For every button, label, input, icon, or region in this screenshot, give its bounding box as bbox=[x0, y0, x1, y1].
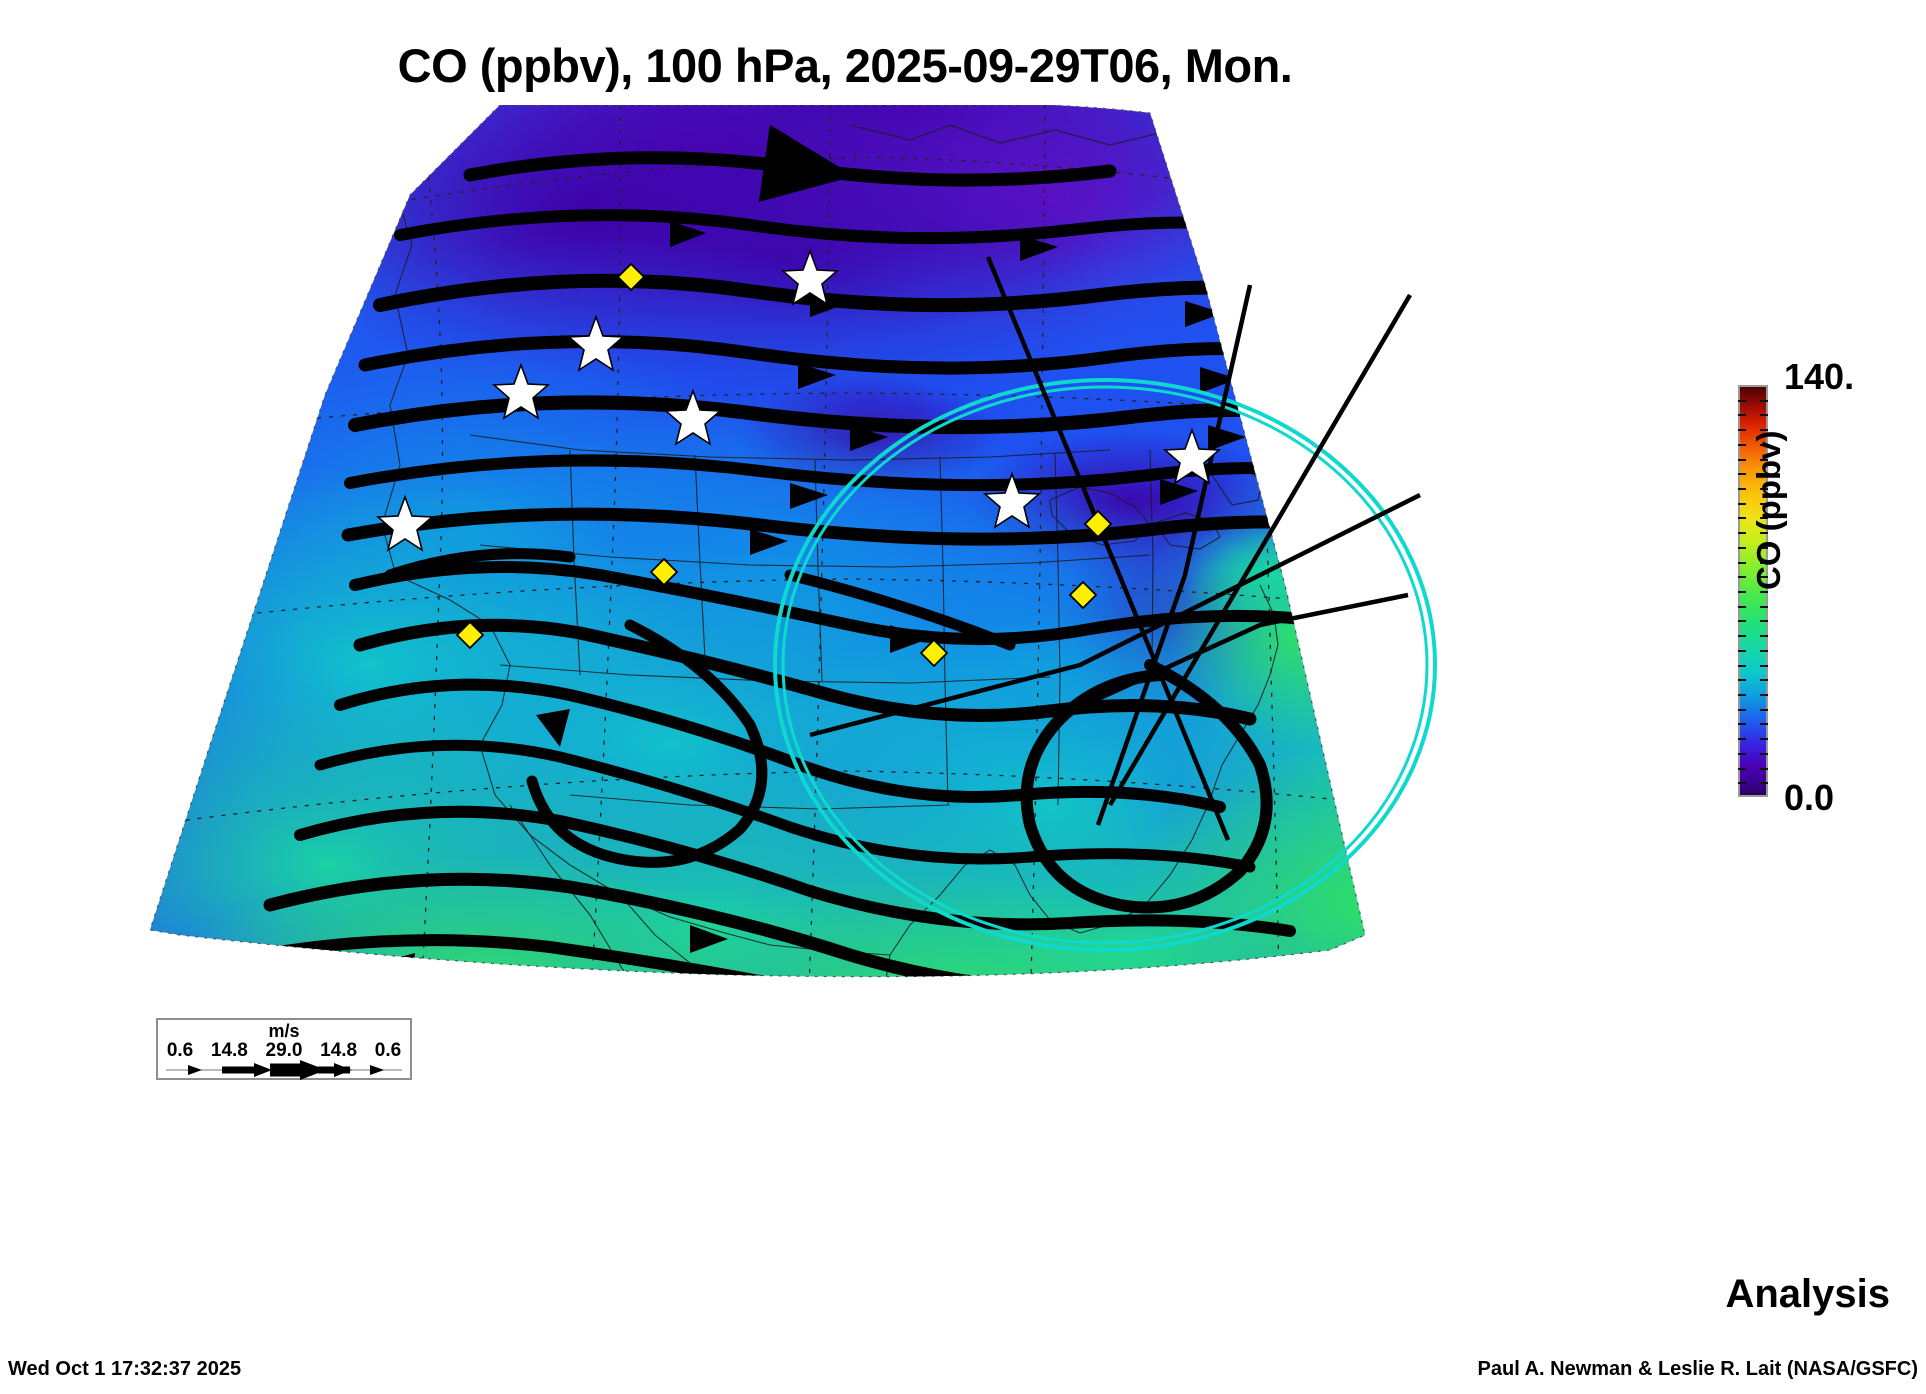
wind-legend-units: m/s bbox=[268, 1021, 300, 1041]
generation-timestamp: Wed Oct 1 17:32:37 2025 bbox=[8, 1358, 242, 1380]
yellow-diamond-markers[interactable] bbox=[455, 262, 1113, 668]
analysis-label: Analysis bbox=[1725, 1272, 1890, 1316]
wind-arrow-large bbox=[300, 1060, 326, 1080]
colorbar: 140. 0.0 CO (ppbv) bbox=[1700, 300, 1926, 840]
range-circle bbox=[773, 378, 1437, 952]
wind-arrow-small-left bbox=[188, 1065, 202, 1075]
flight-track-lines bbox=[809, 256, 1422, 841]
wind-value-4: 0.6 bbox=[374, 1040, 402, 1061]
colorbar-max-label: 140. bbox=[1784, 356, 1855, 397]
streamline-arrowheads bbox=[378, 221, 1365, 977]
wind-legend-values: 0.6 14.8 29.0 14.8 0.6 bbox=[158, 1040, 410, 1062]
wind-arrow-med-right bbox=[334, 1063, 352, 1077]
wind-value-0: 0.6 bbox=[166, 1040, 194, 1061]
wind-value-2: 29.0 bbox=[265, 1040, 303, 1061]
wind-arrow-svg bbox=[166, 1060, 402, 1080]
page-title: CO (ppbv), 100 hPa, 2025-09-29T06, Mon. bbox=[397, 39, 1293, 92]
colorbar-axis-label: CO (ppbv) bbox=[1750, 430, 1787, 590]
wind-arrow-small-right bbox=[370, 1065, 384, 1075]
wind-speed-legend: m/s 0.6 14.8 29.0 14.8 0.6 bbox=[156, 1018, 412, 1080]
wind-value-1: 14.8 bbox=[210, 1040, 248, 1061]
wind-value-3: 14.8 bbox=[320, 1040, 358, 1061]
wind-arrow-med-left bbox=[254, 1063, 272, 1077]
map-boundary bbox=[150, 105, 1366, 978]
author-credit: Paul A. Newman & Leslie R. Lait (NASA/GS… bbox=[1477, 1358, 1918, 1380]
white-star-markers[interactable] bbox=[375, 248, 1222, 552]
colorbar-min-label: 0.0 bbox=[1784, 777, 1835, 818]
colorbar-ticks bbox=[1738, 385, 1768, 797]
map-panel[interactable] bbox=[150, 105, 1570, 1015]
wind-legend-arrow-scale bbox=[158, 1060, 410, 1085]
map-plot-svg[interactable] bbox=[150, 105, 1570, 1015]
